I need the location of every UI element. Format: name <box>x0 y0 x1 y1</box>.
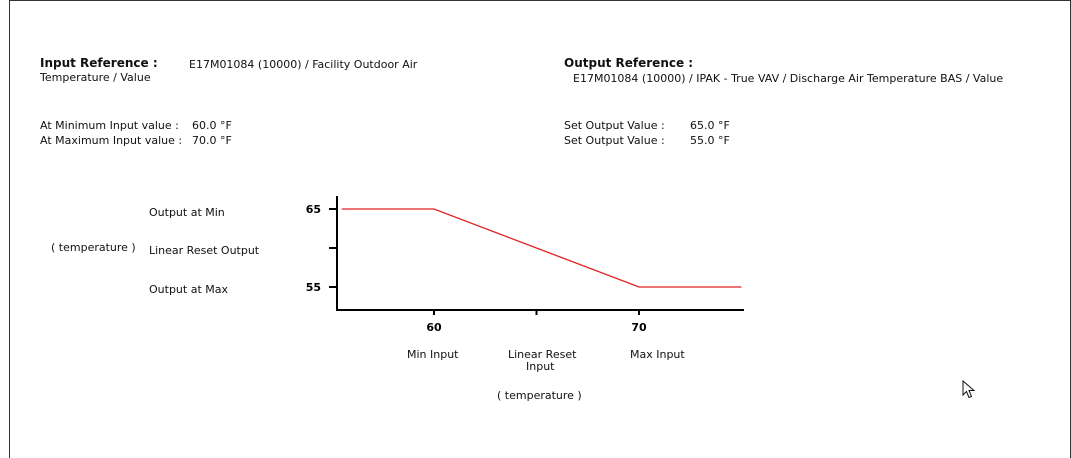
max-input-label: At Maximum Input value : <box>40 134 183 147</box>
y-unit-label: ( temperature ) <box>51 241 136 254</box>
min-output-label: Set Output Value : <box>564 119 665 132</box>
input-reference-label: Input Reference : <box>40 56 158 70</box>
max-output-value: 55.0 °F <box>690 134 730 147</box>
x-unit-label: ( temperature ) <box>497 389 582 402</box>
x-tick-label: 70 <box>631 321 647 334</box>
mouse-pointer-icon <box>962 380 976 399</box>
linear-reset-input-label-1: Linear Reset <box>508 348 577 361</box>
input-reference-value: E17M01084 (10000) / Facility Outdoor Air <box>189 58 418 71</box>
min-input-label: At Minimum Input value : <box>40 119 179 132</box>
output-reference-value: E17M01084 (10000) / IPAK - True VAV / Di… <box>573 72 1004 85</box>
linear-reset-output-label: Linear Reset Output <box>149 244 260 257</box>
linear-reset-input-label-2: Input <box>526 360 555 373</box>
output-at-max-label: Output at Max <box>149 283 228 296</box>
max-input-value: 70.0 °F <box>192 134 232 147</box>
min-input-value: 60.0 °F <box>192 119 232 132</box>
output-reference-label: Output Reference : <box>564 56 694 70</box>
output-at-min-label: Output at Min <box>149 206 225 219</box>
y-tick-label: 65 <box>306 203 321 216</box>
y-tick-label: 55 <box>306 281 321 294</box>
input-reference-value-line2: Temperature / Value <box>40 71 151 84</box>
x-tick-label: 60 <box>426 321 442 334</box>
min-input-axis-label: Min Input <box>407 348 459 361</box>
max-input-axis-label: Max Input <box>630 348 685 361</box>
max-output-label: Set Output Value : <box>564 134 665 147</box>
reset-series-line <box>341 208 742 288</box>
min-output-value: 65.0 °F <box>690 119 730 132</box>
